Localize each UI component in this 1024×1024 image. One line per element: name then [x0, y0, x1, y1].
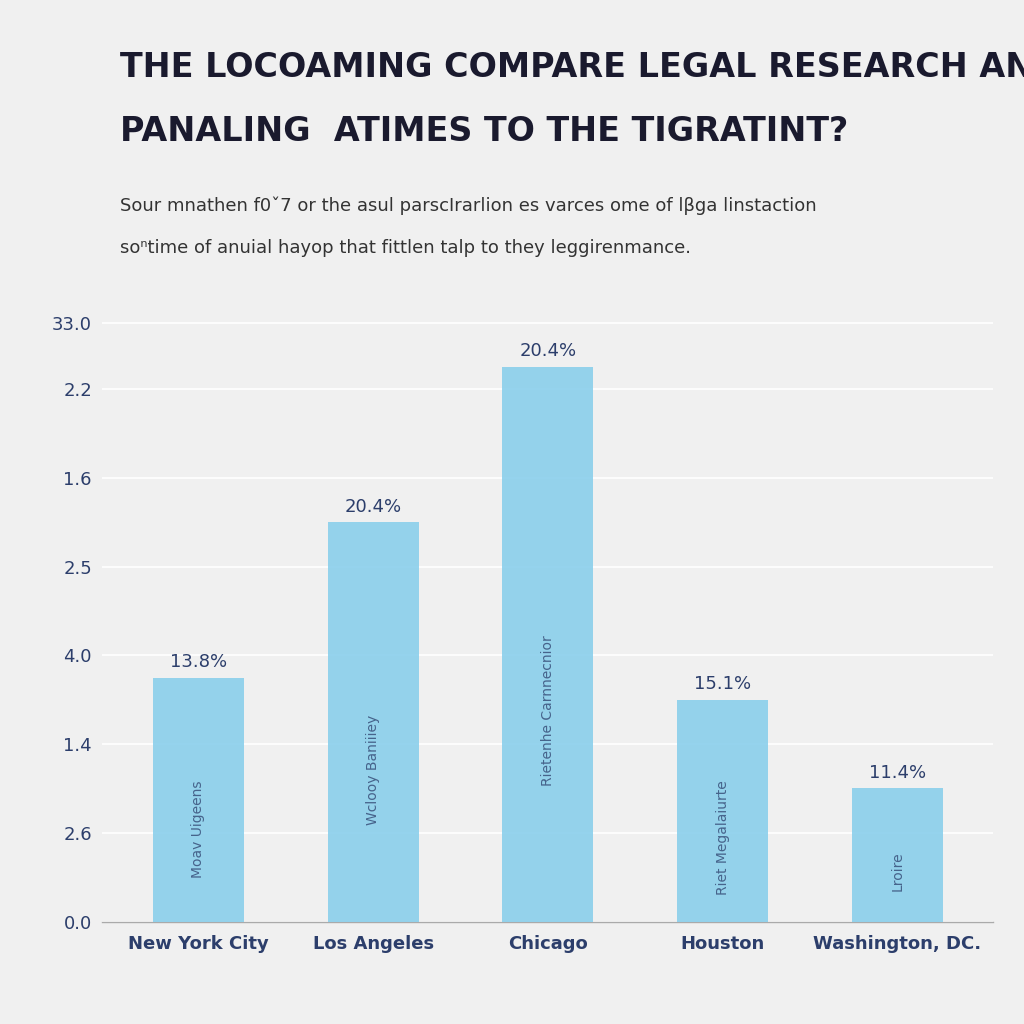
Text: PANALING  ATIMES TO THE TIGRATINT?: PANALING ATIMES TO THE TIGRATINT?: [120, 115, 849, 147]
Text: Wclooy Baniiiey: Wclooy Baniiiey: [367, 715, 380, 825]
Text: Riet Megalaiurte: Riet Megalaiurte: [716, 780, 729, 895]
Text: THE LOCOAMING COMPARE LEGAL RESEARCH AN: THE LOCOAMING COMPARE LEGAL RESEARCH AN: [120, 50, 1024, 84]
Bar: [852, 788, 943, 922]
Text: Moav Uigeens: Moav Uigeens: [191, 780, 206, 878]
Text: 11.4%: 11.4%: [868, 764, 926, 782]
Text: Rietenhe Carnnecnior: Rietenhe Carnnecnior: [541, 636, 555, 786]
Text: 15.1%: 15.1%: [694, 675, 751, 693]
Text: 20.4%: 20.4%: [519, 342, 577, 360]
Bar: [677, 699, 768, 922]
Bar: [328, 522, 419, 922]
Text: Sour mnathen f0ˇ7 or the asul parscIrarlion es varces ome of lβga linstaction: Sour mnathen f0ˇ7 or the asul parscIrarl…: [120, 197, 817, 215]
Text: 13.8%: 13.8%: [170, 653, 227, 671]
Text: 20.4%: 20.4%: [345, 498, 401, 516]
Text: soⁿtime of anuial hayop that fittlen talp to they leggirenmance.: soⁿtime of anuial hayop that fittlen tal…: [120, 239, 691, 257]
Bar: [503, 367, 593, 922]
Text: Lroire: Lroire: [890, 851, 904, 891]
Bar: [153, 678, 244, 922]
